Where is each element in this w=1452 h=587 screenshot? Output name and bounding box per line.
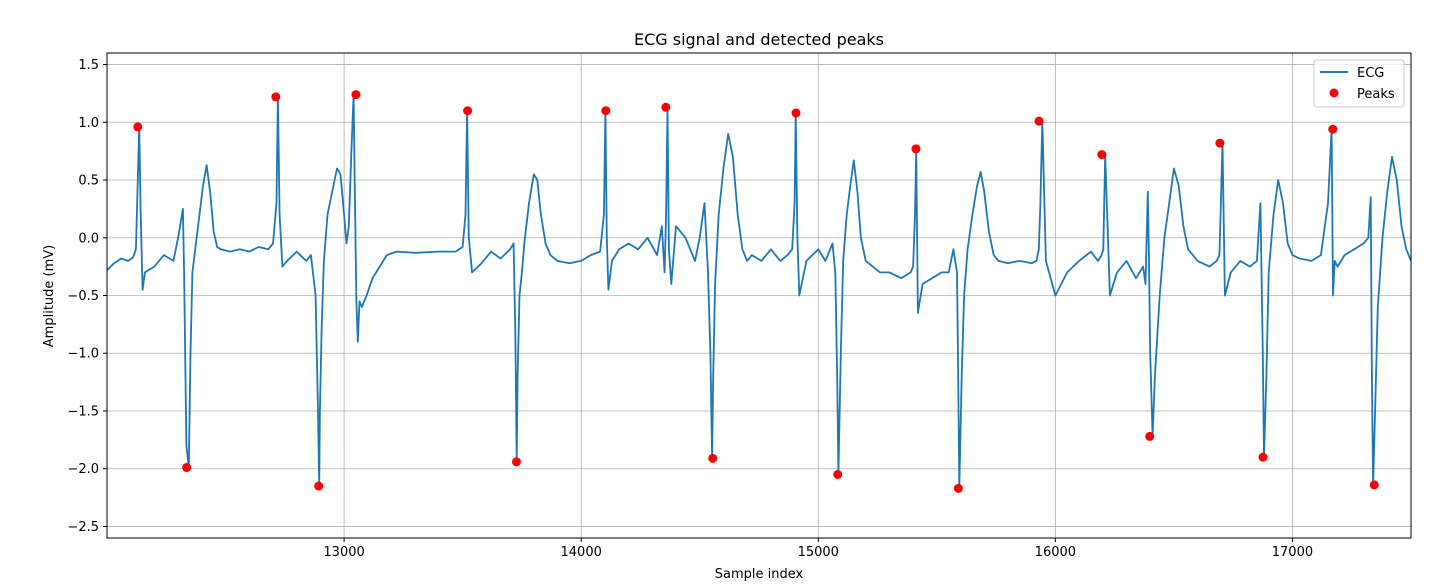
peak-marker [911,144,921,154]
x-tick-label: 17000 [1272,545,1313,560]
y-tick-label: 1.5 [78,58,99,73]
y-tick-label: −0.5 [67,289,99,304]
x-tick-label: 15000 [798,545,839,560]
y-tick-label: 0.5 [78,174,99,189]
peak-marker [511,457,521,467]
x-tick-label: 14000 [561,545,602,560]
peak-marker [1097,150,1107,160]
y-tick-label: −2.5 [67,520,99,535]
peak-marker [791,108,801,118]
y-tick-label: −2.0 [67,462,99,477]
peak-marker [1145,431,1155,441]
legend-peaks-label: Peaks [1357,87,1395,102]
chart-title: ECG signal and detected peaks [634,30,884,49]
peak-marker [271,92,281,102]
series-layer [107,90,1411,493]
peak-marker [351,90,361,100]
peak-marker [601,106,611,116]
peak-marker [661,102,671,112]
ecg-signal-line [107,93,1411,490]
peak-marker [1215,138,1225,148]
peak-marker [1034,116,1044,126]
peak-marker [1369,480,1379,490]
peak-marker [182,463,192,473]
peak-marker [133,122,143,132]
peak-marker [463,106,473,116]
y-axis-label: Amplitude (mV) [42,245,57,347]
y-tick-label: 0.0 [78,231,99,246]
peak-marker [314,481,324,491]
peak-marker [708,453,718,463]
peak-marker [953,483,963,493]
x-tick-label: 16000 [1035,545,1076,560]
x-tick-label: 13000 [323,545,364,560]
grid-lines [107,53,1411,538]
peak-marker [833,469,843,479]
y-tick-label: −1.5 [67,404,99,419]
y-tick-label: 1.0 [78,116,99,131]
legend-peaks-swatch [1329,88,1339,98]
legend-ecg-label: ECG [1357,66,1384,81]
legend: ECG Peaks [1313,59,1405,108]
peak-marker [1328,124,1338,134]
axis-ticks: 13000 14000 15000 16000 17000 −2.5 −2.0 −1.5 −1.… [67,58,1313,560]
peak-marker [1258,452,1268,462]
y-tick-label: −1.0 [67,347,99,362]
x-axis-label: Sample index [715,567,804,582]
